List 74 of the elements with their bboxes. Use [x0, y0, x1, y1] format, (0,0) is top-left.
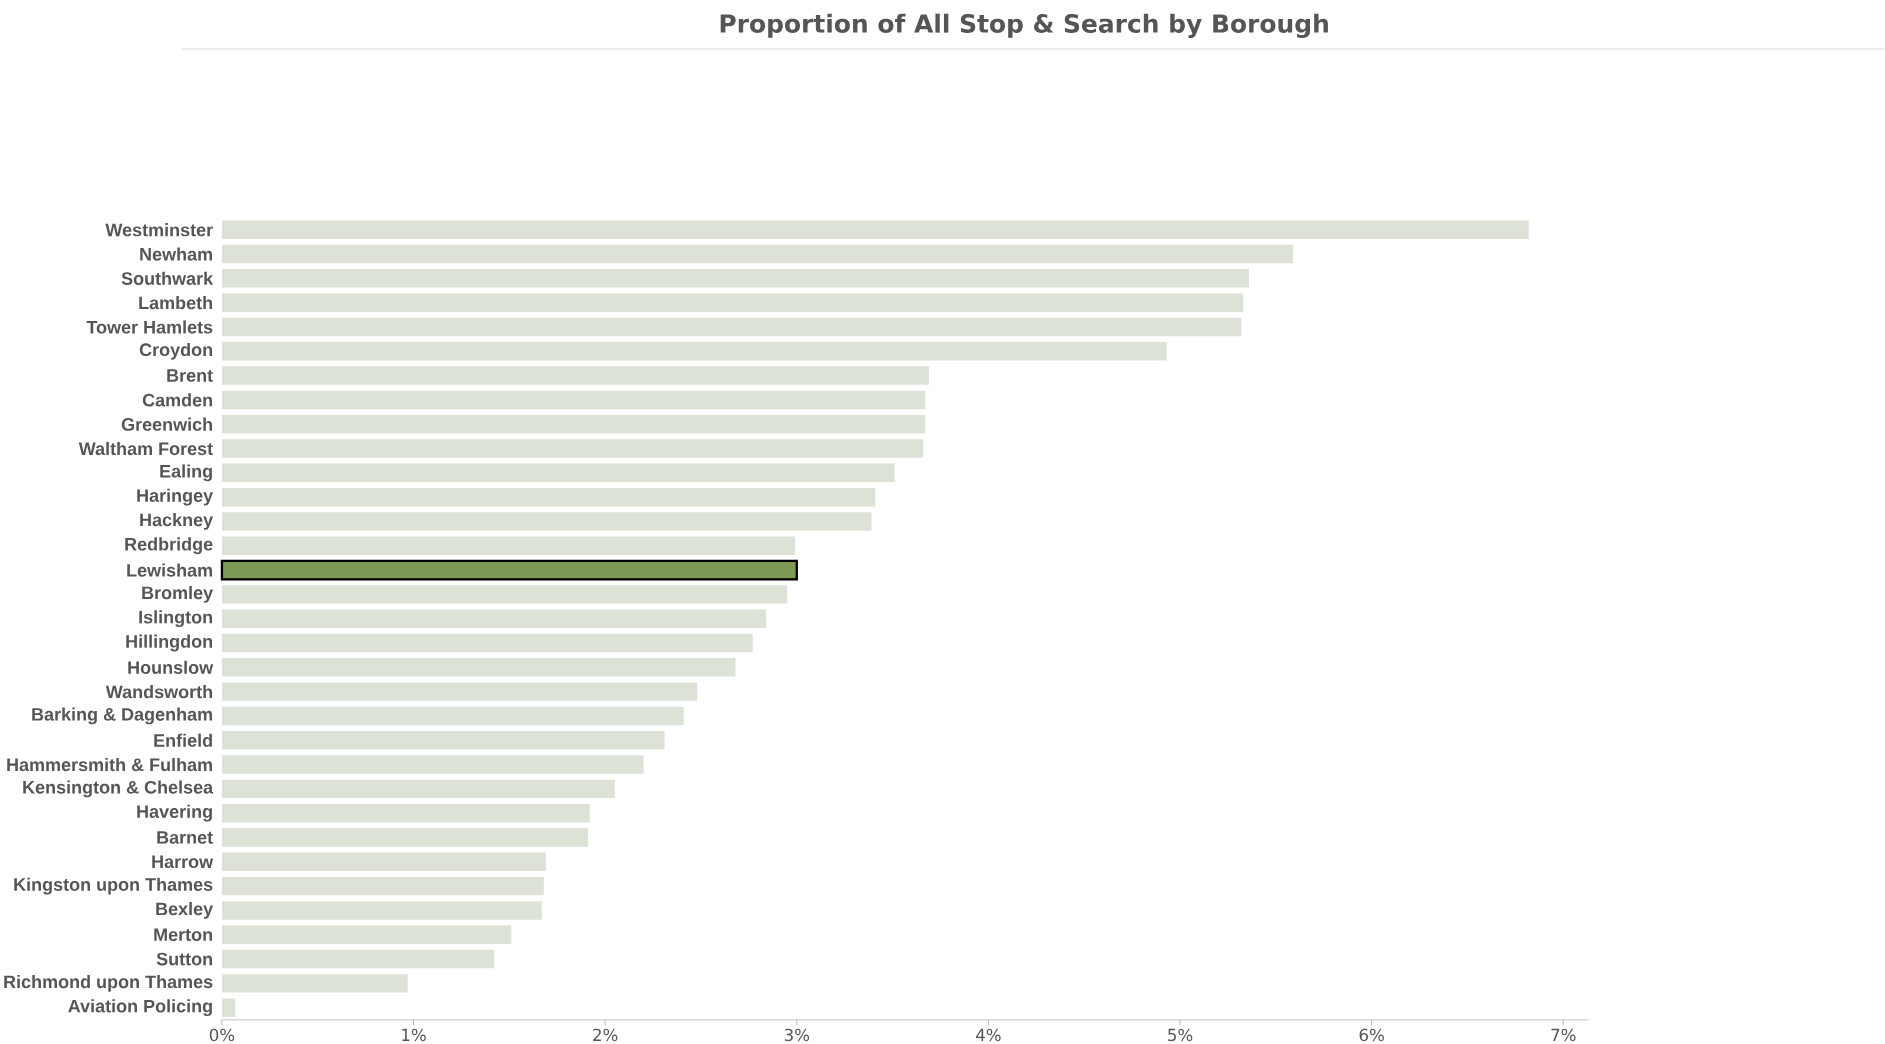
y-tick-label: Barnet [157, 831, 213, 844]
bar [221, 512, 872, 531]
y-tick-label: Enfield [154, 733, 212, 747]
x-tick-label: 5% [1168, 1028, 1193, 1042]
y-tick-label: Newham [140, 247, 212, 261]
bar [221, 876, 544, 896]
bar [221, 755, 644, 774]
y-tick-label: Kingston upon Thames [14, 877, 213, 895]
bar [221, 609, 767, 628]
y-tick-label: Sutton [156, 952, 212, 966]
y-tick-label: Bromley [142, 585, 214, 603]
y-tick-label: Redbridge [125, 537, 213, 555]
y-tick-label: Richmond upon Thames [4, 974, 213, 992]
bar [221, 390, 926, 410]
y-tick-label: Islington [139, 610, 213, 627]
bar [221, 949, 495, 969]
y-tick-label: Haringey [137, 488, 214, 506]
y-tick-label: Lambeth [139, 295, 212, 310]
bar [221, 730, 665, 750]
x-tick-label: 6% [1359, 1028, 1384, 1042]
y-tick-label: Ealing [160, 464, 212, 482]
bar [221, 244, 1294, 264]
bar [221, 706, 684, 726]
y-tick-label: Hackney [140, 512, 214, 530]
bar [221, 682, 698, 701]
bar [221, 536, 795, 555]
x-tick-label: 1% [402, 1028, 426, 1042]
y-tick-label: Havering [137, 804, 212, 822]
y-tick-label: Camden [142, 393, 212, 407]
y-tick-label: Waltham Forest [78, 441, 213, 456]
bar [221, 268, 1250, 288]
bar [221, 633, 753, 653]
y-tick-label: Croydon [139, 342, 212, 360]
bar [221, 439, 924, 458]
x-tick-label: 2% [593, 1028, 618, 1042]
y-tick-label: Southwark [121, 271, 214, 285]
bar [221, 293, 1244, 312]
bar [221, 779, 615, 798]
y-tick-label: Bexley [156, 901, 214, 919]
y-tick-label: Wandsworth [105, 684, 212, 699]
bar [221, 803, 590, 823]
chart-title: Proportion of All Stop & Search by Borough [720, 13, 1328, 38]
y-tick-label: Westminster [105, 222, 213, 237]
y-tick-label: Lewisham [127, 563, 212, 577]
bar [221, 901, 542, 920]
bar [221, 317, 1242, 337]
y-tick-label: Merton [154, 928, 212, 941]
y-tick-label: Greenwich [121, 417, 212, 431]
bar [221, 220, 1529, 239]
bar [221, 998, 236, 1017]
bar [221, 463, 895, 482]
y-tick-label: Barking & Dagenham [32, 707, 212, 725]
bar [221, 414, 926, 434]
y-tick-label: Kensington & Chelsea [23, 780, 214, 798]
bar [221, 585, 788, 604]
y-tick-label: Brent [167, 369, 213, 382]
y-tick-label: Tower Hamlets [86, 320, 213, 334]
y-tick-label: Hounslow [128, 660, 214, 674]
bar [221, 828, 588, 847]
y-tick-label: Hillingdon [126, 634, 213, 652]
y-tick-label: Harrow [152, 855, 214, 868]
x-tick-label: 3% [784, 1028, 810, 1042]
x-tick-label: 4% [976, 1028, 1001, 1042]
bar [221, 657, 736, 677]
bar [221, 852, 546, 871]
bar [221, 341, 1167, 361]
bar [221, 974, 408, 993]
bar [221, 366, 930, 385]
bar [221, 487, 876, 507]
bar [221, 925, 512, 944]
x-tick-label: 0% [209, 1028, 235, 1042]
y-tick-label: Hammersmith & Fulham [7, 757, 212, 772]
y-tick-label: Aviation Policing [68, 999, 212, 1016]
x-tick-label: 7% [1551, 1028, 1576, 1042]
